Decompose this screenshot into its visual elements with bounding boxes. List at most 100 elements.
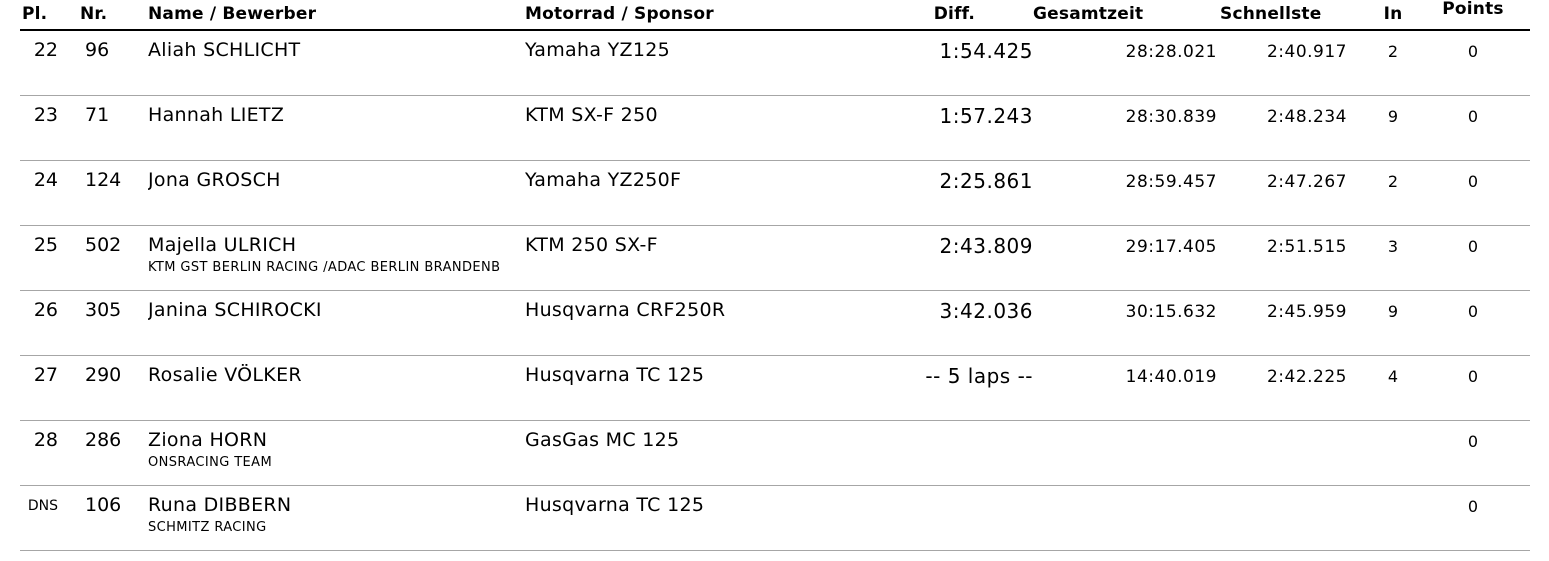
cell-name: Majella ULRICH KTM GST BERLIN RACING /AD… — [148, 225, 525, 291]
table-row: 25 502 Majella ULRICH KTM GST BERLIN RAC… — [20, 225, 1530, 291]
column-header-label: Diff. — [933, 4, 975, 24]
cell-race-number: 106 — [62, 485, 148, 551]
cell-motorcycle: KTM 250 SX-F — [525, 225, 858, 291]
cell-place: 24 — [20, 160, 62, 226]
column-header-diff: Diff. — [858, 0, 1033, 31]
cell-points: 0 — [1436, 30, 1530, 96]
cell-points: 0 — [1436, 225, 1530, 291]
cell-race-number: 96 — [62, 30, 148, 96]
cell-points: 0 — [1436, 160, 1530, 226]
cell-total-time: 30:15.632 — [1033, 290, 1220, 356]
cell-fastest-lap: 2:40.917 — [1220, 30, 1350, 96]
cell-place: 27 — [20, 355, 62, 421]
cell-diff: 1:54.425 — [858, 30, 1033, 96]
cell-name: Aliah SCHLICHT — [148, 30, 525, 96]
cell-fastest-lap: 2:47.267 — [1220, 160, 1350, 226]
cell-in-lap: 3 — [1350, 225, 1436, 291]
cell-points: 0 — [1436, 95, 1530, 161]
column-header-label: Gesamtzeit — [1033, 4, 1144, 24]
rider-sponsor: KTM GST BERLIN RACING /ADAC BERLIN BRAND… — [148, 259, 501, 275]
cell-race-number: 305 — [62, 290, 148, 356]
cell-fastest-lap — [1220, 485, 1350, 551]
cell-in-lap: 9 — [1350, 95, 1436, 161]
cell-diff — [858, 485, 1033, 551]
cell-motorcycle: Yamaha YZ125 — [525, 30, 858, 96]
cell-total-time: 14:40.019 — [1033, 355, 1220, 421]
cell-in-lap — [1350, 485, 1436, 551]
table-row: DNS 106 Runa DIBBERN SCHMITZ RACING Husq… — [20, 485, 1530, 551]
cell-name: Runa DIBBERN SCHMITZ RACING — [148, 485, 525, 551]
rider-name: Majella ULRICH — [148, 233, 297, 256]
cell-fastest-lap: 2:51.515 — [1220, 225, 1350, 291]
column-header-label: Motorrad / Sponsor — [525, 4, 714, 24]
cell-name: Jona GROSCH — [148, 160, 525, 226]
cell-fastest-lap — [1220, 420, 1350, 486]
cell-points: 0 — [1436, 485, 1530, 551]
cell-diff — [858, 420, 1033, 486]
column-header-gesamtzeit: Gesamtzeit — [1033, 0, 1220, 31]
column-header-label: Pl. — [22, 4, 48, 24]
table-row: 23 71 Hannah LIETZ KTM SX-F 250 1:57.243… — [20, 95, 1530, 161]
cell-fastest-lap: 2:42.225 — [1220, 355, 1350, 421]
table-row: 26 305 Janina SCHIROCKI Husqvarna CRF250… — [20, 290, 1530, 356]
results-table: Pl. Nr. Name / Bewerber Motorrad / Sponsor D… — [20, 0, 1530, 551]
cell-place: 22 — [20, 30, 62, 96]
header-row: Pl. Nr. Name / Bewerber Motorrad / Sponsor D… — [20, 0, 1530, 31]
cell-points: 0 — [1436, 290, 1530, 356]
cell-race-number: 286 — [62, 420, 148, 486]
cell-name: Hannah LIETZ — [148, 95, 525, 161]
column-header-schnellste: Schnellste — [1220, 0, 1350, 31]
rider-sponsor: SCHMITZ RACING — [148, 519, 267, 535]
cell-total-time — [1033, 485, 1220, 551]
column-header-label: Nr. — [80, 4, 108, 24]
cell-total-time — [1033, 420, 1220, 486]
rider-name: Runa DIBBERN — [148, 493, 292, 516]
rider-name: Jona GROSCH — [148, 168, 281, 191]
cell-fastest-lap: 2:48.234 — [1220, 95, 1350, 161]
cell-total-time: 28:28.021 — [1033, 30, 1220, 96]
table-row: 22 96 Aliah SCHLICHT Yamaha YZ125 1:54.4… — [20, 30, 1530, 96]
column-header-nr: Nr. — [62, 0, 148, 31]
cell-motorcycle: KTM SX-F 250 — [525, 95, 858, 161]
rider-name: Rosalie VÖLKER — [148, 363, 302, 386]
rider-name: Ziona HORN — [148, 428, 268, 451]
cell-place: 28 — [20, 420, 62, 486]
cell-motorcycle: Husqvarna TC 125 — [525, 355, 858, 421]
cell-name: Rosalie VÖLKER — [148, 355, 525, 421]
cell-in-lap: 9 — [1350, 290, 1436, 356]
column-header-label: Schnellste — [1220, 4, 1322, 24]
cell-name: Janina SCHIROCKI — [148, 290, 525, 356]
table-row: 27 290 Rosalie VÖLKER Husqvarna TC 125 -… — [20, 355, 1530, 421]
cell-place: 23 — [20, 95, 62, 161]
cell-diff: 3:42.036 — [858, 290, 1033, 356]
column-header-moto: Motorrad / Sponsor — [525, 0, 858, 31]
cell-place: 25 — [20, 225, 62, 291]
results-body: 22 96 Aliah SCHLICHT Yamaha YZ125 1:54.4… — [20, 30, 1530, 551]
cell-motorcycle: Husqvarna TC 125 — [525, 485, 858, 551]
cell-name: Ziona HORN ONSRACING TEAM — [148, 420, 525, 486]
cell-motorcycle: Yamaha YZ250F — [525, 160, 858, 226]
cell-race-number: 502 — [62, 225, 148, 291]
table-row: 24 124 Jona GROSCH Yamaha YZ250F 2:25.86… — [20, 160, 1530, 226]
cell-race-number: 71 — [62, 95, 148, 161]
column-header-label: Points — [1442, 0, 1504, 19]
cell-place: DNS — [20, 485, 62, 551]
cell-motorcycle: GasGas MC 125 — [525, 420, 858, 486]
cell-race-number: 124 — [62, 160, 148, 226]
cell-diff: -- 5 laps -- — [858, 355, 1033, 421]
column-header-pl: Pl. — [20, 0, 62, 31]
cell-total-time: 28:59.457 — [1033, 160, 1220, 226]
cell-points: 0 — [1436, 420, 1530, 486]
cell-diff: 2:43.809 — [858, 225, 1033, 291]
cell-points: 0 — [1436, 355, 1530, 421]
rider-name: Janina SCHIROCKI — [148, 298, 322, 321]
cell-diff: 2:25.861 — [858, 160, 1033, 226]
table-row: 28 286 Ziona HORN ONSRACING TEAM GasGas … — [20, 420, 1530, 486]
column-header-label: Name / Bewerber — [148, 4, 317, 24]
rider-name: Hannah LIETZ — [148, 103, 285, 126]
rider-name: Aliah SCHLICHT — [148, 39, 301, 61]
cell-total-time: 29:17.405 — [1033, 225, 1220, 291]
cell-in-lap: 4 — [1350, 355, 1436, 421]
cell-in-lap: 2 — [1350, 30, 1436, 96]
column-header-in: In — [1350, 0, 1436, 31]
